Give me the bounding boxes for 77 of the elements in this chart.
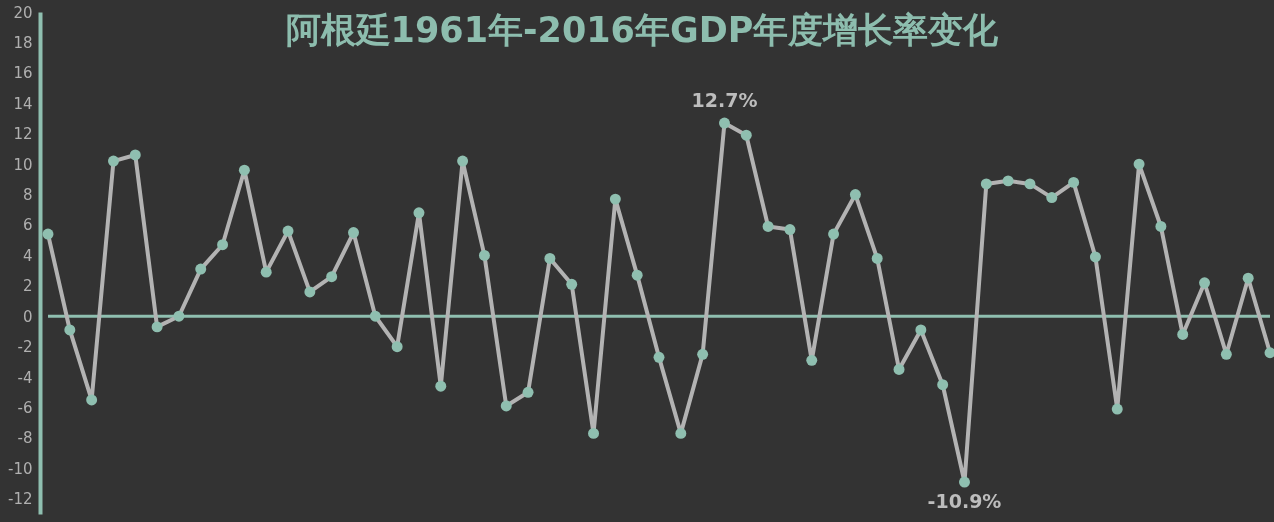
y-tick-label: 16 xyxy=(13,64,33,83)
y-tick-label: -12 xyxy=(8,490,33,509)
point xyxy=(107,155,119,167)
point xyxy=(522,386,534,398)
point xyxy=(86,394,98,406)
point xyxy=(391,341,403,353)
point xyxy=(500,400,512,412)
point xyxy=(478,249,490,261)
point xyxy=(915,324,927,336)
point xyxy=(1068,176,1080,188)
point xyxy=(282,225,294,237)
y-tick-label: -10 xyxy=(8,459,33,478)
y-tick-label: 12 xyxy=(13,125,33,144)
point xyxy=(1155,221,1167,232)
point xyxy=(631,269,643,281)
point xyxy=(304,286,316,298)
y-tick-label: -2 xyxy=(17,338,33,357)
point xyxy=(784,224,796,235)
point xyxy=(173,310,185,322)
point xyxy=(806,354,818,366)
point xyxy=(1046,192,1058,204)
y-tick-label: -8 xyxy=(17,429,33,448)
point xyxy=(195,263,207,275)
y-tick-label: 10 xyxy=(13,155,33,174)
point xyxy=(588,427,600,439)
point xyxy=(828,228,840,240)
point xyxy=(1242,272,1254,284)
point xyxy=(544,252,556,264)
point xyxy=(893,364,905,375)
point xyxy=(718,117,730,129)
point xyxy=(653,351,665,363)
y-tick-label: 20 xyxy=(13,3,33,22)
point xyxy=(217,239,229,251)
y-tick-label: 18 xyxy=(13,33,33,52)
y-tick-label: 4 xyxy=(22,246,33,265)
point xyxy=(1002,175,1014,187)
point xyxy=(260,266,272,278)
y-tick-label: 14 xyxy=(13,94,33,113)
point xyxy=(697,348,709,360)
point xyxy=(326,271,338,283)
y-tick-label: 6 xyxy=(22,216,33,235)
point xyxy=(849,189,861,201)
point xyxy=(413,207,425,219)
point xyxy=(129,149,141,161)
y-tick-label: 0 xyxy=(22,307,33,326)
chart-title: 阿根廷1961年-2016年GDP年度增长率变化 xyxy=(285,10,1000,50)
annotation: -10.9% xyxy=(927,490,1002,513)
point xyxy=(566,278,578,290)
point xyxy=(1089,251,1101,263)
point xyxy=(675,427,687,439)
point xyxy=(64,324,76,336)
point xyxy=(1264,347,1274,359)
y-tick-label: 2 xyxy=(22,277,33,296)
point xyxy=(1111,403,1123,415)
point xyxy=(980,178,992,190)
point xyxy=(435,380,447,392)
point xyxy=(42,228,54,240)
point xyxy=(457,155,469,167)
point xyxy=(937,379,949,391)
y-tick-label: -6 xyxy=(17,399,33,418)
y-tick-label: -4 xyxy=(17,368,33,387)
point xyxy=(238,164,250,176)
point xyxy=(348,227,359,239)
point xyxy=(959,476,970,488)
point xyxy=(609,193,621,205)
point xyxy=(369,310,381,322)
point xyxy=(151,321,163,333)
point xyxy=(1177,329,1189,340)
point xyxy=(762,221,774,232)
point xyxy=(1220,348,1232,360)
annotation: 12.7% xyxy=(691,89,758,112)
point xyxy=(871,252,883,264)
point xyxy=(1133,158,1145,170)
y-tick-label: 8 xyxy=(22,186,33,205)
point xyxy=(740,129,752,141)
point xyxy=(1199,277,1211,289)
point xyxy=(1024,178,1036,190)
